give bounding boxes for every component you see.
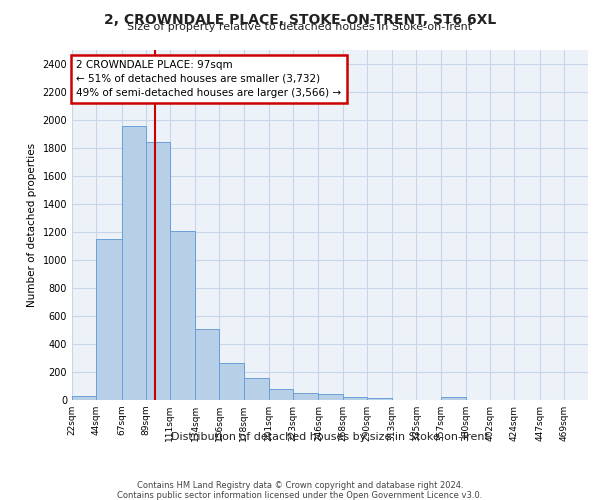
Bar xyxy=(122,126,146,400)
Bar xyxy=(244,378,269,400)
Text: 2, CROWNDALE PLACE, STOKE-ON-TRENT, ST6 6XL: 2, CROWNDALE PLACE, STOKE-ON-TRENT, ST6 … xyxy=(104,12,496,26)
Bar xyxy=(170,230,195,400)
Bar xyxy=(195,328,220,400)
Bar xyxy=(96,239,122,400)
Bar xyxy=(72,396,96,400)
Bar xyxy=(440,397,466,400)
Text: 2 CROWNDALE PLACE: 97sqm
← 51% of detached houses are smaller (3,732)
49% of sem: 2 CROWNDALE PLACE: 97sqm ← 51% of detach… xyxy=(76,60,341,98)
Text: Contains public sector information licensed under the Open Government Licence v3: Contains public sector information licen… xyxy=(118,491,482,500)
Bar xyxy=(146,142,170,400)
Bar xyxy=(220,363,244,400)
Bar xyxy=(343,396,367,400)
Bar xyxy=(319,394,343,400)
Bar xyxy=(269,389,293,400)
Text: Distribution of detached houses by size in Stoke-on-Trent: Distribution of detached houses by size … xyxy=(171,432,489,442)
Bar xyxy=(293,393,319,400)
Text: Contains HM Land Registry data © Crown copyright and database right 2024.: Contains HM Land Registry data © Crown c… xyxy=(137,481,463,490)
Text: Size of property relative to detached houses in Stoke-on-Trent: Size of property relative to detached ho… xyxy=(127,22,473,32)
Y-axis label: Number of detached properties: Number of detached properties xyxy=(27,143,37,307)
Bar xyxy=(367,398,392,400)
